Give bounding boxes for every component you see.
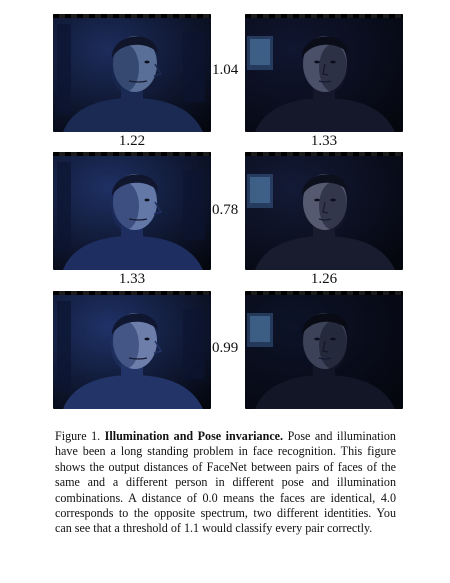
rack-shape [183,309,205,379]
face-shadow [319,182,347,230]
face-shadow [319,44,347,92]
mouth [128,357,148,360]
distance-row2-right: 1.26 [310,271,338,287]
mouth [318,80,332,83]
face-photo-image [245,14,403,132]
shoulders [255,236,395,270]
face-photo-row3-right [245,291,403,409]
face-photo-row2-right [245,152,403,270]
hair [111,313,158,335]
mouth [128,218,148,221]
eye [144,198,150,202]
film-edge [53,291,211,295]
face-photo-row3-left [53,291,211,409]
mouth [128,80,148,83]
eye [330,337,336,341]
face-shadow [111,321,139,369]
shoulders [255,98,395,132]
distance-row1-right: 1.33 [310,133,338,149]
face-photo-row1-left [53,14,211,132]
shoulders [63,98,203,132]
figure-caption: Figure 1. Illumination and Pose invarian… [55,429,396,537]
mouth [318,218,332,221]
eye [144,60,150,64]
face-photo-row2-left [53,152,211,270]
film-edge [53,14,211,18]
eye [314,337,320,341]
film-edge [53,152,211,156]
hair [301,174,348,196]
shoulders [63,236,203,270]
monitor-screen [250,316,270,342]
nose [153,63,163,77]
distance-row2-left: 1.33 [118,271,146,287]
monitor-shape [247,36,273,70]
face-photo-image [53,291,211,409]
caption-body: Pose and illumination have been a long s… [55,429,396,536]
face-shadow [111,44,139,92]
rack-shape [57,24,71,114]
distance-row1-between: 1.04 [212,62,239,78]
nose [153,340,163,354]
film-edge [245,152,403,156]
monitor-shape [247,174,273,208]
nose [322,340,329,353]
face-photo-image [53,152,211,270]
film-edge [245,291,403,295]
eye [314,60,320,64]
monitor-screen [250,39,270,65]
rack-shape [183,32,205,102]
figure-label: Figure 1. [55,429,101,443]
eye [330,60,336,64]
face-photo-row1-right [245,14,403,132]
film-edge [245,14,403,18]
face-shadow [319,321,347,369]
figure-title: Illumination and Pose invariance. [104,429,284,443]
hair [301,313,348,335]
hair [111,36,158,58]
monitor-screen [250,177,270,203]
shoulders [255,375,395,409]
eye [314,198,320,202]
distance-row1-left: 1.22 [118,133,146,149]
nose [322,63,329,76]
face-shadow [111,182,139,230]
rack-shape [57,162,71,252]
rack-shape [57,301,71,391]
hair [301,36,348,58]
distance-row3-between: 0.99 [212,340,239,356]
hair [111,174,158,196]
rack-shape [183,170,205,240]
nose [153,201,163,215]
face-photo-image [53,14,211,132]
face-photo-image [245,291,403,409]
eye [144,337,150,341]
distance-row2-between: 0.78 [212,202,239,218]
shoulders [63,375,203,409]
nose [322,201,329,214]
monitor-shape [247,313,273,347]
mouth [318,357,332,360]
face-photo-image [245,152,403,270]
eye [330,198,336,202]
